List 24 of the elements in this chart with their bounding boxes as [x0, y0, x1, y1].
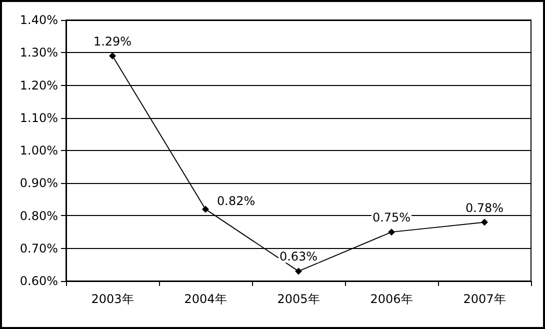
y-tick-label: 0.60% — [20, 274, 58, 288]
point — [388, 228, 395, 236]
data-label: 0.63% — [279, 250, 318, 264]
data-label: 1.29% — [93, 34, 132, 48]
y-tick-label: 0.80% — [20, 208, 58, 223]
y-tick-label: 1.10% — [20, 110, 58, 125]
data-label: 0.78% — [465, 200, 504, 215]
point — [481, 218, 488, 226]
y-tick-label: 1.40% — [20, 13, 58, 27]
y-tick-label: 0.70% — [20, 241, 58, 256]
x-tick-label: 2007年 — [463, 292, 506, 306]
x-tick-label: 2004年 — [184, 292, 227, 306]
point — [202, 206, 209, 213]
data-label: 0.75% — [372, 210, 411, 225]
data-label: 0.82% — [217, 194, 256, 208]
y-tick-label: 1.20% — [20, 78, 58, 92]
y-tick-label: 1.00% — [20, 144, 58, 158]
x-tick-label: 2006年 — [370, 292, 413, 306]
point — [109, 52, 116, 60]
x-tick-label: 2003年 — [91, 292, 134, 306]
x-tick-label: 2005年 — [277, 292, 320, 306]
y-tick-label: 0.90% — [20, 176, 58, 190]
y-tick-label: 1.30% — [20, 46, 58, 60]
point — [295, 268, 302, 275]
